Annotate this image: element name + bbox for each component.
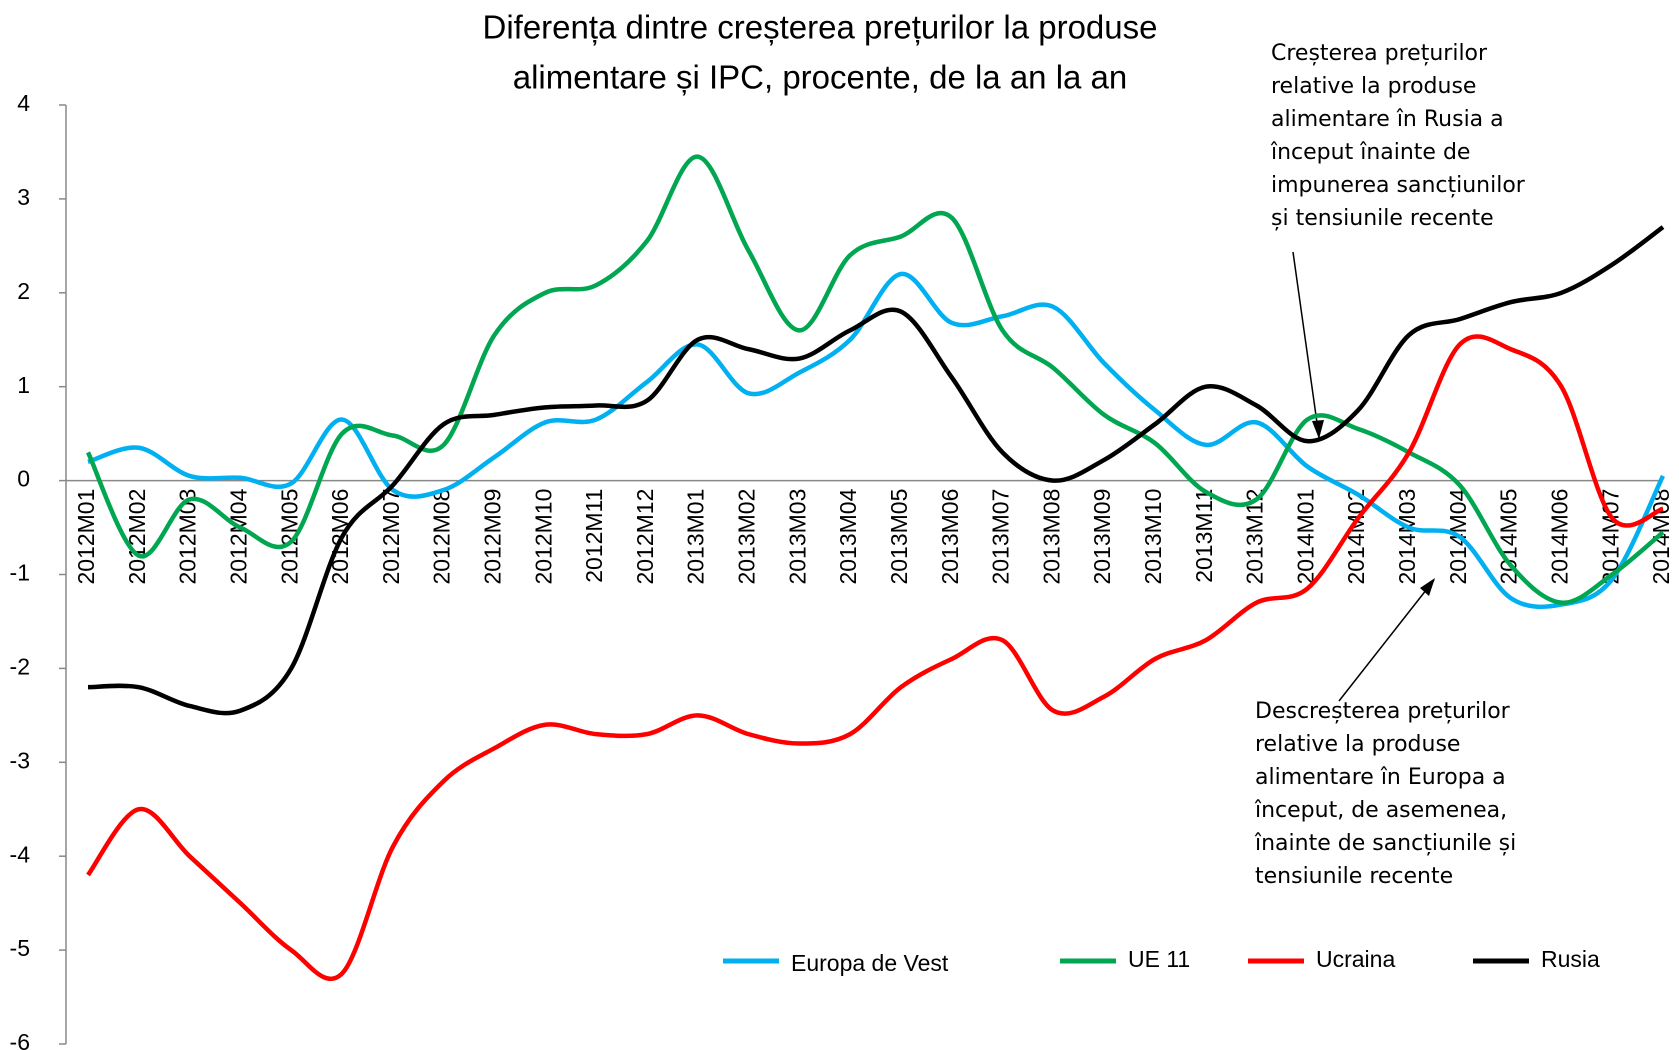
- x-tick-label: 2012M01: [73, 489, 99, 585]
- x-tick-label: 2013M10: [1140, 489, 1166, 585]
- x-tick-label: 2013M06: [937, 489, 963, 585]
- legend-label: Europa de Vest: [791, 950, 949, 976]
- y-tick-label: -5: [10, 935, 30, 961]
- x-tick-label: 2014M01: [1292, 489, 1318, 585]
- x-tick-label: 2013M11: [1191, 489, 1217, 583]
- series-line: [86, 334, 1664, 982]
- y-tick-label: 0: [17, 466, 30, 492]
- arrow-head: [1420, 578, 1435, 596]
- annotation: tensiunile recente: [1255, 864, 1453, 889]
- y-tick-label: 2: [17, 278, 30, 304]
- y-tick-label: -1: [10, 560, 30, 586]
- x-tick-label: 2013M04: [835, 488, 861, 584]
- annotation: început înainte de: [1270, 140, 1470, 165]
- y-tick-label: 1: [17, 372, 30, 398]
- x-tick-label: 2014M06: [1546, 489, 1572, 585]
- x-tick-label: 2012M07: [378, 489, 404, 585]
- x-tick-label: 2012M12: [632, 489, 658, 585]
- annotation-arrow: [1292, 251, 1320, 438]
- x-tick-label: 2012M09: [480, 489, 506, 585]
- annotation-arrow: [1338, 579, 1435, 702]
- chart-title: Diferența dintre creșterea prețurilor la…: [482, 9, 1157, 46]
- x-tick-label: 2013M07: [988, 489, 1014, 585]
- y-tick-label: 4: [17, 90, 30, 116]
- x-tick-label: 2012M11: [581, 489, 607, 583]
- series-line: [85, 154, 1665, 605]
- x-tick-label: 2014M05: [1496, 489, 1522, 585]
- x-tick-label: 2012M02: [124, 489, 150, 585]
- y-tick-label: -3: [10, 747, 30, 773]
- annotation: relative la produse: [1271, 74, 1476, 99]
- x-tick-label: 2013M08: [1038, 489, 1064, 585]
- x-tick-label: 2013M02: [734, 489, 760, 585]
- x-tick-label: 2012M08: [429, 489, 455, 585]
- arrow-head: [1312, 420, 1324, 439]
- series-line: [87, 225, 1665, 716]
- annotation: alimentare în Europa a: [1255, 765, 1506, 790]
- x-tick-label: 2013M01: [683, 489, 709, 585]
- y-tick-label: -2: [10, 653, 30, 679]
- annotation: început, de asemenea,: [1254, 798, 1507, 823]
- legend-label: Rusia: [1541, 946, 1600, 972]
- x-tick-label: 2013M03: [784, 489, 810, 585]
- x-tick-label: 2012M05: [276, 489, 302, 585]
- annotation: înainte de sancțiunile și: [1254, 831, 1516, 856]
- legend-label: Ucraina: [1316, 946, 1395, 972]
- x-tick-label: 2012M10: [530, 489, 556, 585]
- x-tick-label: 2013M05: [886, 489, 912, 585]
- y-tick-label: -6: [10, 1029, 30, 1050]
- annotation: și tensiunile recente: [1271, 206, 1494, 231]
- legend-label: UE 11: [1128, 946, 1190, 972]
- x-tick-label: 2012M03: [175, 489, 201, 585]
- annotation: relative la produse: [1255, 732, 1460, 757]
- y-tick-label: 3: [17, 184, 30, 210]
- annotation: alimentare în Rusia a: [1271, 107, 1504, 132]
- x-tick-label: 2014M03: [1394, 489, 1420, 585]
- x-tick-label: 2012M04: [225, 488, 251, 584]
- annotation: Descreșterea prețurilor: [1255, 699, 1511, 724]
- y-tick-label: -4: [10, 841, 31, 867]
- annotation: Creșterea prețurilor: [1271, 41, 1488, 66]
- chart-title: alimentare și IPC, procente, de la an la…: [513, 59, 1128, 96]
- annotation: impunerea sancțiunilor: [1271, 173, 1526, 198]
- x-tick-label: 2013M09: [1089, 489, 1115, 585]
